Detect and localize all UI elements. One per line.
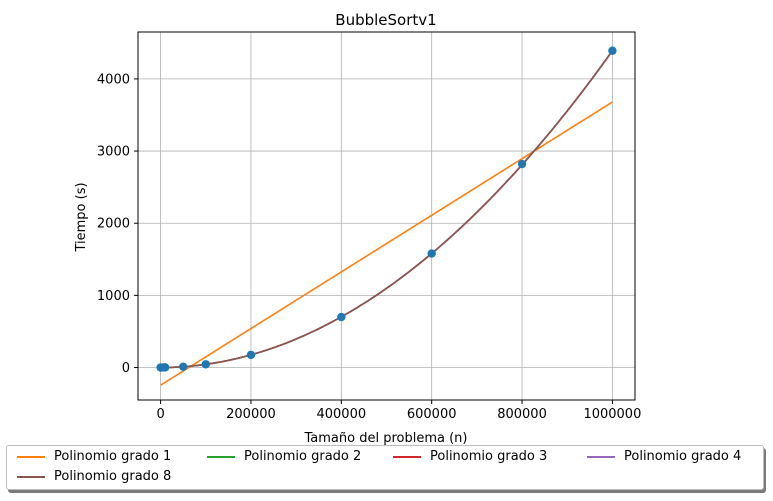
data-point	[178, 362, 188, 371]
legend-label: Polinomio grado 3	[430, 449, 548, 464]
data-point	[160, 363, 170, 372]
legend-item: Polinomio grado 1	[17, 449, 171, 464]
y-tick-label: 1000	[97, 289, 130, 304]
fit-line-polinomio-grado-4	[160, 50, 614, 369]
legend-item: Polinomio grado 2	[207, 449, 361, 464]
legend-swatch	[587, 455, 615, 458]
chart-title: BubbleSortv1	[335, 11, 436, 29]
fit-lines	[160, 50, 614, 386]
fit-line-polinomio-grado-1	[160, 101, 613, 386]
y-tick-label: 2000	[97, 217, 130, 232]
y-axis-ticks: 0 1000 2000 3000 4000	[97, 72, 138, 376]
x-tick-label: 200000	[226, 407, 276, 422]
legend-item: Polinomio grado 4	[587, 449, 741, 464]
data-point	[246, 350, 256, 360]
y-tick-label: 3000	[97, 145, 130, 160]
y-tick-label: 4000	[97, 72, 130, 87]
y-tick-label: 0	[122, 361, 130, 376]
legend-swatch	[393, 455, 421, 458]
y-axis-label: Tiempo (s)	[74, 182, 89, 252]
legend-item: Polinomio grado 8	[17, 469, 171, 484]
data-point	[608, 46, 617, 55]
data-points	[156, 46, 617, 372]
legend-item: Polinomio grado 3	[393, 449, 547, 464]
data-point	[201, 360, 210, 369]
x-tick-label: 600000	[407, 407, 457, 422]
legend-swatch	[17, 455, 45, 458]
legend-label: Polinomio grado 8	[54, 469, 172, 484]
legend: Polinomio grado 1 Polinomio grado 2 Polino…	[6, 445, 764, 490]
data-point	[427, 249, 436, 258]
legend-swatch	[207, 455, 235, 458]
fit-line-polinomio-grado-3	[160, 50, 614, 369]
legend-label: Polinomio grado 2	[244, 449, 362, 464]
data-point	[337, 312, 346, 322]
x-tick-label: 1000000	[583, 407, 641, 422]
grid	[138, 32, 635, 400]
plot-frame	[137, 31, 636, 401]
x-axis-ticks: 0 200000 400000 600000 800000 1000000	[156, 400, 641, 422]
x-tick-label: 0	[156, 407, 164, 422]
fit-line-polinomio-grado-8	[160, 50, 614, 369]
x-tick-label: 800000	[497, 407, 547, 422]
fit-line-polinomio-grado-2	[160, 50, 614, 369]
legend-swatch	[17, 475, 45, 478]
legend-label: Polinomio grado 1	[54, 449, 172, 464]
data-point	[517, 159, 527, 169]
x-axis-label: Tamaño del problema (n)	[304, 431, 468, 446]
legend-label: Polinomio grado 4	[624, 449, 742, 464]
x-tick-label: 400000	[316, 407, 366, 422]
